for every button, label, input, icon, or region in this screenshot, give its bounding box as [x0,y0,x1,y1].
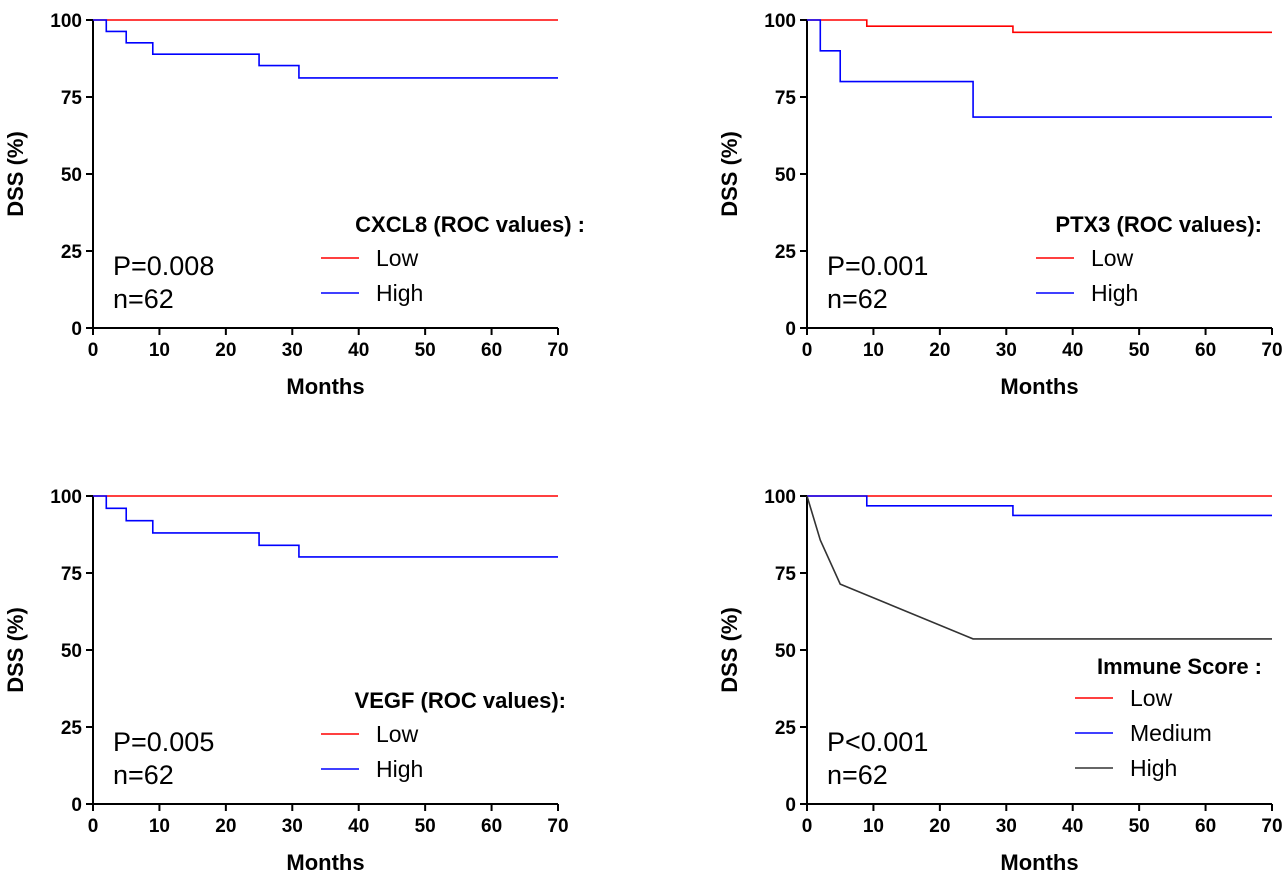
p-value-label: P<0.001 [827,727,928,757]
x-axis-title: Months [286,850,364,875]
y-tick-label: 50 [775,641,796,662]
x-tick-label: 50 [1129,340,1150,361]
y-tick-label: 100 [50,487,82,508]
series-line-high [93,19,558,79]
legend-label-medium: Medium [1130,720,1212,746]
series-line-low [807,19,1272,34]
x-axis-title: Months [286,374,364,399]
legend-label-low: Low [376,245,419,271]
p-value-label: P=0.008 [113,251,214,281]
x-tick-label: 70 [1261,340,1282,361]
chart-panel-1: 0 25 50 75 100 0 10 20 30 40 50 60 70 Months DSS (%) P=… [3,11,585,399]
x-tick-label: 70 [547,340,568,361]
x-axis-title: Months [1000,850,1078,875]
n-label: n=62 [113,284,174,314]
y-tick-label: 0 [71,319,82,340]
x-tick-label: 40 [1062,340,1083,361]
y-tick-label: 75 [775,564,797,585]
x-tick-label: 0 [88,816,99,837]
x-tick-label: 0 [802,340,813,361]
legend-label-high: High [376,280,423,306]
n-label: n=62 [827,284,888,314]
legend-label-low: Low [1091,245,1134,271]
series-line-medium [807,495,1272,517]
x-tick-label: 20 [929,816,950,837]
x-tick-label: 60 [1195,816,1216,837]
x-tick-label: 10 [863,340,884,361]
y-tick-label: 50 [61,641,82,662]
y-tick-label: 0 [71,795,82,816]
p-value-label: P=0.005 [113,727,214,757]
y-tick-label: 50 [61,165,82,186]
chart-panel-3: 0 25 50 75 100 0 10 20 30 40 50 60 70 Months DSS (%) P=… [3,487,569,875]
x-tick-label: 10 [149,340,170,361]
x-tick-label: 30 [282,340,303,361]
y-axis-title: DSS (%) [3,131,28,217]
x-tick-label: 60 [481,816,502,837]
x-tick-label: 10 [149,816,170,837]
x-tick-label: 20 [929,340,950,361]
x-tick-label: 30 [996,816,1017,837]
y-tick-label: 0 [785,795,796,816]
legend-title: PTX3 (ROC values): [1055,212,1262,237]
chart-panel-4: 0 25 50 75 100 0 10 20 30 40 50 60 70 Months DSS (%) P<… [717,487,1283,875]
x-tick-label: 20 [215,340,236,361]
y-axis-title: DSS (%) [3,607,28,693]
y-tick-label: 100 [50,11,82,32]
x-tick-label: 40 [1062,816,1083,837]
x-tick-label: 70 [547,816,568,837]
x-tick-label: 30 [996,340,1017,361]
x-tick-label: 60 [1195,340,1216,361]
x-tick-label: 50 [1129,816,1150,837]
x-tick-label: 50 [415,340,436,361]
x-tick-label: 0 [802,816,813,837]
legend-title: Immune Score : [1097,654,1262,679]
y-tick-label: 0 [785,319,796,340]
legend-label-high: High [1130,755,1177,781]
series-line-high [806,495,1272,640]
y-tick-label: 100 [764,487,796,508]
legend-label-high: High [1091,280,1138,306]
x-tick-label: 40 [348,340,369,361]
y-tick-label: 75 [61,88,83,109]
series-line-high [93,495,558,558]
y-axis-title: DSS (%) [717,607,742,693]
y-tick-label: 75 [61,564,83,585]
n-label: n=62 [827,760,888,790]
y-tick-label: 75 [775,88,797,109]
x-tick-label: 60 [481,340,502,361]
legend-label-low: Low [1130,685,1173,711]
series-line-high [807,19,1272,118]
y-axis-title: DSS (%) [717,131,742,217]
y-tick-label: 25 [775,242,797,263]
y-tick-label: 25 [61,242,83,263]
legend-title: VEGF (ROC values): [355,688,566,713]
p-value-label: P=0.001 [827,251,928,281]
n-label: n=62 [113,760,174,790]
x-tick-label: 50 [415,816,436,837]
x-axis-title: Months [1000,374,1078,399]
x-tick-label: 70 [1261,816,1282,837]
y-tick-label: 25 [61,718,83,739]
y-tick-label: 50 [775,165,796,186]
x-tick-label: 20 [215,816,236,837]
chart-panel-2: 0 25 50 75 100 0 10 20 30 40 50 60 70 Months DSS (%) P=… [717,11,1283,399]
x-tick-label: 0 [88,340,99,361]
x-tick-label: 40 [348,816,369,837]
legend-label-high: High [376,756,423,782]
x-tick-label: 30 [282,816,303,837]
legend-label-low: Low [376,721,419,747]
y-tick-label: 25 [775,718,797,739]
x-tick-label: 10 [863,816,884,837]
legend-title: CXCL8 (ROC values) : [355,212,585,237]
y-tick-label: 100 [764,11,796,32]
